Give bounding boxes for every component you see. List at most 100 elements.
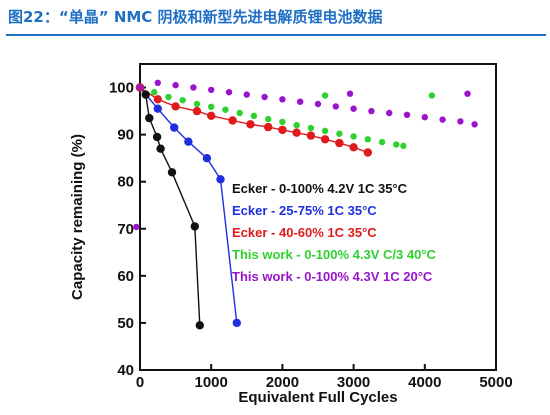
- series-5-point: [439, 116, 446, 123]
- series-4-point: [428, 92, 436, 99]
- series-5-point: [332, 103, 339, 110]
- figure-title: 图22：“单晶” NMC 阴极和新型先进电解质锂电池数据: [8, 8, 383, 26]
- series-1-point: [156, 144, 165, 153]
- series-2-point: [153, 104, 162, 113]
- series-4-point: [307, 124, 315, 132]
- series-4-point: [165, 93, 172, 101]
- series-5-point: [279, 96, 286, 103]
- legend-entry-1: Ecker - 0-100% 4.2V 1C 35°C: [232, 181, 408, 196]
- y-tick-label: 50: [117, 315, 134, 332]
- series-3-point: [246, 120, 255, 129]
- series-4-point: [151, 89, 158, 96]
- series-5-point: [208, 86, 215, 94]
- legend-entry-4: This work - 0-100% 4.3V C/3 40°C: [232, 247, 437, 262]
- series-1-point: [152, 132, 162, 142]
- series-3-line: [139, 86, 369, 154]
- x-tick-label: 2000: [266, 374, 299, 391]
- x-tick-label: 4000: [408, 374, 441, 391]
- y-tick-label: 60: [117, 268, 134, 285]
- series-5-point: [386, 109, 393, 117]
- series-3-point: [171, 102, 180, 111]
- plot-frame: [139, 63, 497, 371]
- series-3-point: [306, 131, 316, 140]
- y-axis-label: Capacity remaining (%): [69, 134, 86, 300]
- series-4-point: [350, 133, 357, 140]
- y-tick-label: 70: [117, 221, 134, 238]
- series-1-point: [195, 321, 204, 330]
- series-4-point: [250, 112, 258, 120]
- series-5-point: [350, 105, 357, 112]
- series-3-point: [349, 143, 358, 152]
- series-5-point: [457, 118, 464, 125]
- series-5-point: [133, 223, 140, 231]
- series-4-point: [321, 92, 329, 99]
- series-4-point: [222, 106, 229, 113]
- series-4-point: [208, 103, 215, 111]
- series-2-point: [216, 175, 225, 184]
- series-5-point: [421, 114, 428, 121]
- series-4-point: [193, 100, 201, 108]
- series-5-point: [297, 98, 304, 105]
- series-4-point: [336, 130, 343, 137]
- legend: Ecker - 0-100% 4.2V 1C 35°C Ecker - 25-75…: [232, 181, 437, 284]
- series-2-point: [184, 137, 193, 146]
- series-2-point: [202, 154, 212, 163]
- series-3-point: [153, 95, 162, 104]
- series-5-point: [464, 90, 471, 97]
- series-4-point: [321, 127, 329, 134]
- series-4-point: [378, 138, 386, 146]
- y-tick-label: 100: [109, 80, 134, 97]
- legend-entry-2: Ecker - 25-75% 1C 35°C: [232, 203, 377, 218]
- series-5-point: [136, 84, 144, 91]
- x-tick-label: 3000: [337, 374, 370, 391]
- series-5-point: [403, 111, 411, 119]
- y-tick-label: 40: [117, 362, 134, 379]
- series-5-point: [261, 93, 268, 101]
- axis-ticks: 0 1000 2000 3000 4000 5000 40 50 60 70 80 90 100: [109, 80, 513, 391]
- series-4-point: [364, 136, 371, 143]
- x-tick-label: 0: [136, 374, 144, 391]
- series-3-point: [278, 125, 287, 135]
- series-5-point: [314, 100, 322, 108]
- series-3-point: [207, 111, 216, 121]
- series-3-point: [335, 138, 344, 148]
- legend-entry-3: Ecker - 40-60% 1C 35°C: [232, 225, 377, 240]
- series-2-point: [170, 123, 179, 132]
- series-5-point: [154, 79, 161, 87]
- series-5-point: [172, 82, 179, 89]
- series-3-point: [192, 106, 202, 116]
- series-4-point: [279, 118, 286, 126]
- x-axis-label: Equivalent Full Cycles: [238, 389, 397, 406]
- series-5-point: [190, 84, 197, 91]
- series-5-point: [225, 89, 233, 96]
- series-1-point: [190, 222, 199, 231]
- series-1-point: [141, 90, 150, 99]
- series-3-point: [264, 122, 273, 132]
- legend-entry-5: This work - 0-100% 4.3V 1C 20°C: [232, 269, 433, 284]
- series-3-point: [320, 135, 330, 144]
- series-2-point: [232, 318, 241, 328]
- series-4-point: [179, 97, 186, 104]
- series-5-point: [368, 107, 375, 115]
- series-4-point: [236, 109, 243, 117]
- series-4-point: [293, 122, 300, 129]
- y-tick-label: 90: [117, 127, 134, 144]
- series-4-point: [265, 115, 272, 123]
- series-points: [133, 79, 478, 330]
- title-divider: [6, 34, 546, 36]
- series-5-point: [471, 121, 478, 128]
- series-4-point: [393, 141, 400, 148]
- y-tick-label: 80: [117, 174, 134, 191]
- x-tick-label: 1000: [195, 374, 228, 391]
- series-2-line: [139, 87, 238, 323]
- series-3-point: [228, 116, 237, 125]
- series-4-point: [400, 142, 407, 150]
- x-tick-label: 5000: [479, 374, 512, 391]
- series-5-point: [243, 91, 250, 98]
- series-1-point: [167, 168, 177, 177]
- series-3-point: [363, 148, 372, 157]
- series-5-point: [346, 90, 354, 97]
- series-3-point: [292, 128, 301, 137]
- series-1-point: [145, 113, 154, 123]
